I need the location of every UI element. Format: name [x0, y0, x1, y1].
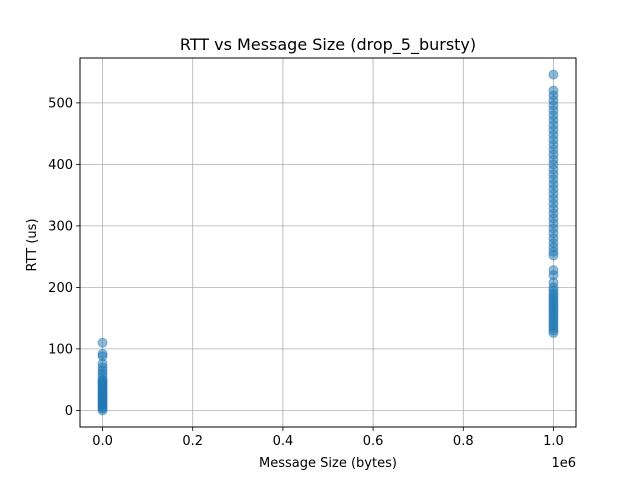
plot-area-frame [79, 57, 577, 428]
scatter-point [548, 85, 559, 96]
scatter-point [97, 337, 108, 348]
y-axis-label: RTT (us) [25, 218, 40, 271]
x-tick-label: 0.0 [92, 434, 113, 449]
x-tick-label: 1.0 [543, 434, 564, 449]
scatter-point [97, 348, 108, 359]
x-tick-label: 0.8 [453, 434, 474, 449]
data-points [97, 69, 559, 416]
y-tick-label: 500 [48, 96, 73, 111]
scatter-point [548, 69, 559, 80]
chart-title: RTT vs Message Size (drop_5_bursty) [180, 35, 476, 55]
scatter-point [548, 265, 559, 276]
y-tick-label: 400 [48, 158, 73, 173]
x-tick-label: 0.2 [182, 434, 203, 449]
y-tick-label: 200 [48, 281, 73, 296]
y-tick-label: 0 [65, 404, 73, 419]
x-tick-label: 0.6 [363, 434, 384, 449]
axis-ticks: 0.0 0.2 0.4 0.6 0.8 1.0 0 100 200 300 400 500 [48, 96, 564, 449]
x-axis-label: Message Size (bytes) [259, 456, 397, 471]
x-axis-offset-label: 1e6 [551, 456, 576, 471]
x-tick-label: 0.4 [273, 434, 294, 449]
y-tick-label: 300 [48, 219, 73, 234]
y-tick-label: 100 [48, 342, 73, 357]
